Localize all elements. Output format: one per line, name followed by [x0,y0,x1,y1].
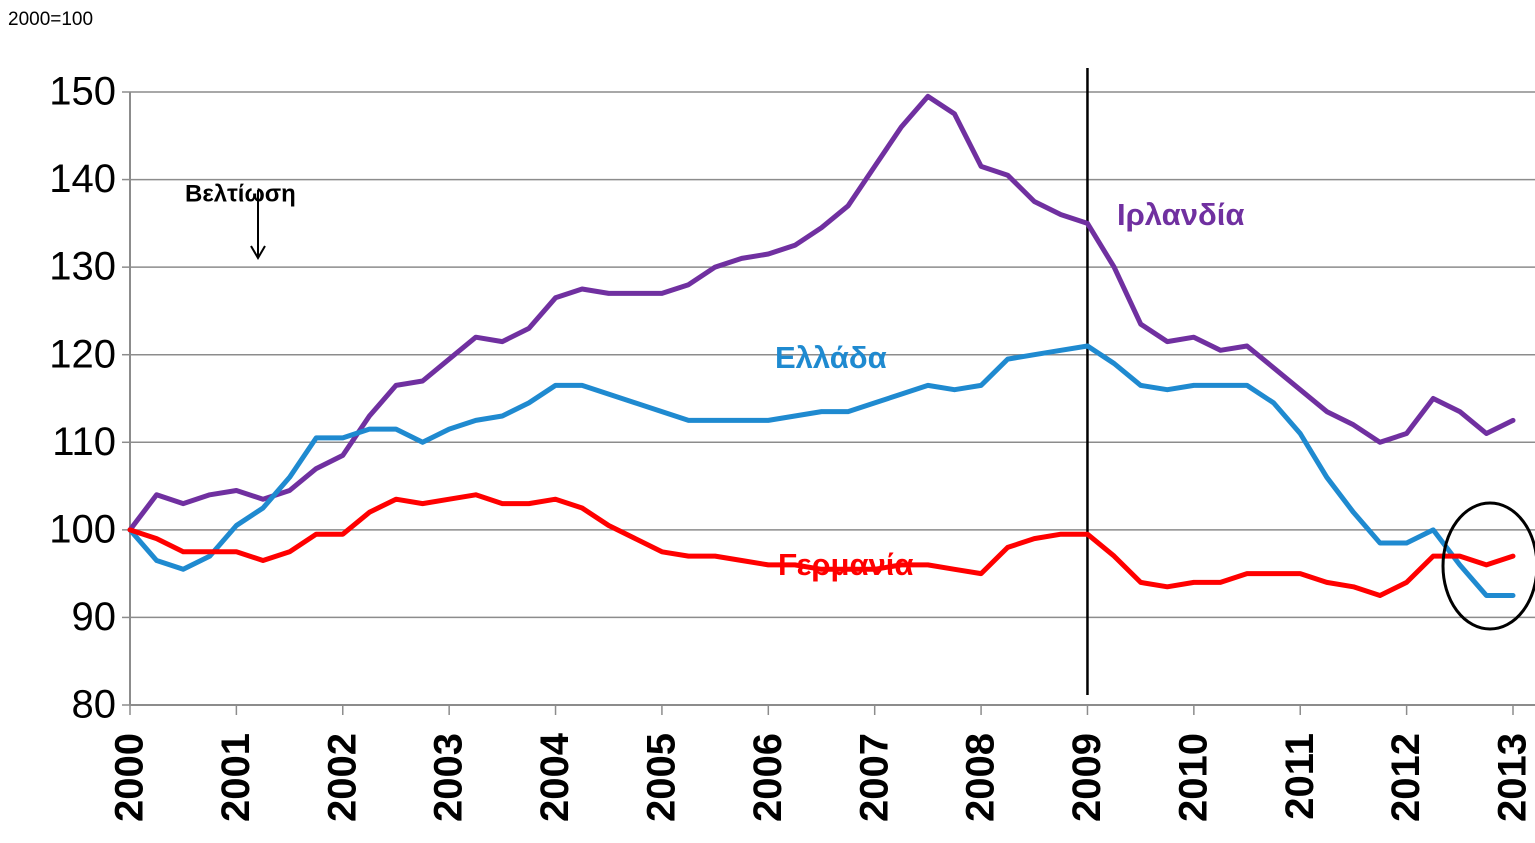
highlight-ellipse [1441,501,1535,631]
x-tick-label: 2013 [1491,733,1535,822]
series-line [127,492,1516,598]
unit-label: 2000=100 [8,9,93,30]
x-tick-label: 2006 [746,733,790,822]
x-tick-label: 2002 [320,733,364,822]
y-tick-label: 120 [49,332,116,376]
y-tick-label: 150 [49,70,116,114]
x-tick-label: 2009 [1065,733,1109,822]
series-label: Ιρλανδία [1117,197,1244,232]
arrow [250,190,266,260]
x-tick-label: 2010 [1171,733,1215,822]
y-tick-label: 80 [72,683,117,727]
x-tick-label: 2011 [1278,733,1322,820]
annotation: Βελτίωση [185,180,296,207]
x-tick-label: 2008 [959,733,1003,822]
y-tick-label: 90 [72,595,117,639]
series-line [127,343,1516,598]
x-tick-label: 2004 [533,732,577,822]
x-tick-label: 2012 [1384,733,1428,822]
series-label: Γερμανία [778,547,913,582]
y-tick-label: 130 [49,245,116,289]
y-tick-label: 110 [52,420,116,464]
x-tick-label: 2001 [214,733,258,822]
x-tick-label: 2007 [852,733,896,822]
x-tick-label: 2005 [639,733,683,822]
plot: 80 90 100 110 120 130 140 150 2000 2001 2002 2003 20… [49,68,1535,822]
series-line [127,93,1516,533]
series-label: Ελλάδα [775,340,887,375]
y-tick-label: 100 [49,507,116,551]
x-tick-label: 2003 [427,733,471,822]
x-tick-label: 2000 [108,733,152,822]
y-tick-label: 140 [49,157,116,201]
